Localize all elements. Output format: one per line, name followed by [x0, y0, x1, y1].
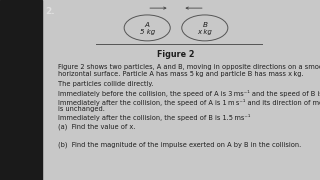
- Circle shape: [182, 15, 228, 41]
- Bar: [0, 0, 42, 180]
- Text: 5 kg: 5 kg: [140, 29, 155, 35]
- Text: (a)  Find the value of x.: (a) Find the value of x.: [58, 124, 135, 130]
- Text: horizontal surface. Particle A has mass 5 kg and particle B has mass x kg.: horizontal surface. Particle A has mass …: [58, 71, 303, 77]
- Circle shape: [124, 15, 170, 41]
- Text: Figure 2 shows two particles, A and B, moving in opposite directions on a smooth: Figure 2 shows two particles, A and B, m…: [58, 64, 320, 70]
- Text: Figure 2: Figure 2: [157, 50, 195, 59]
- Text: (b)  Find the magnitude of the impulse exerted on A by B in the collision.: (b) Find the magnitude of the impulse ex…: [58, 142, 301, 148]
- Text: The particles collide directly.: The particles collide directly.: [58, 81, 153, 87]
- Text: Immediately before the collision, the speed of A is 3 ms⁻¹ and the speed of B is: Immediately before the collision, the sp…: [58, 90, 320, 97]
- Text: x kg: x kg: [197, 29, 212, 35]
- Text: Immediately after the collision, the speed of B is 1.5 ms⁻¹: Immediately after the collision, the spe…: [58, 114, 250, 121]
- Text: Immediately after the collision, the speed of A is 1 m s⁻¹ and its direction of : Immediately after the collision, the spe…: [58, 99, 320, 106]
- Text: B: B: [202, 22, 207, 28]
- Text: 2.: 2.: [45, 7, 54, 16]
- Text: is unchanged.: is unchanged.: [58, 106, 104, 112]
- Text: A: A: [145, 22, 150, 28]
